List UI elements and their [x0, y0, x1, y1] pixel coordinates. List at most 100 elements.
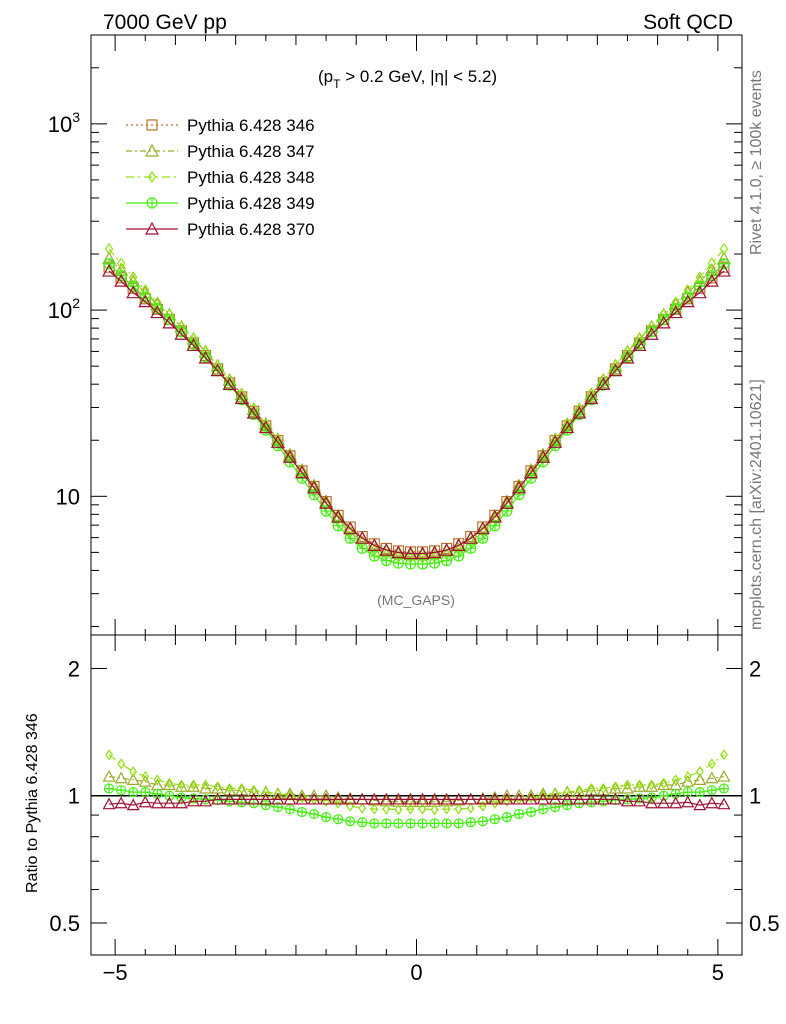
data-point — [141, 788, 150, 797]
legend-label: Pythia 6.428 370 — [187, 220, 315, 239]
series-line — [109, 267, 724, 552]
data-point — [514, 490, 524, 500]
data-point — [405, 559, 415, 569]
data-point — [104, 771, 115, 781]
legend-entry: Pythia 6.428 347 — [126, 142, 315, 161]
data-point — [454, 819, 463, 828]
chart-figure: 7000 GeV pp Soft QCD Rivet 4.1.0, ≥ 100k… — [0, 0, 786, 1024]
data-point — [297, 473, 307, 483]
data-point — [334, 815, 343, 824]
ratio-y-tick-label: 0.5 — [49, 911, 80, 936]
series-line — [109, 271, 724, 553]
data-point — [285, 805, 294, 814]
data-point — [707, 786, 716, 795]
data-point — [118, 759, 124, 768]
data-point — [357, 543, 367, 553]
ratio-y-axis-label: Ratio to Pythia 6.428 346 — [24, 713, 41, 893]
data-point — [369, 551, 379, 561]
data-point — [478, 817, 487, 826]
x-tick-labels: −5 0 5 — [103, 960, 724, 985]
legend-label: Pythia 6.428 347 — [187, 142, 315, 161]
data-point — [188, 339, 198, 349]
legend-label: Pythia 6.428 348 — [187, 168, 315, 187]
data-point — [430, 558, 440, 568]
y-tick-label: 10 — [56, 484, 80, 509]
y-tick-label: 102 — [48, 295, 80, 323]
data-point — [562, 425, 572, 435]
data-point — [261, 425, 271, 435]
data-point — [721, 750, 727, 759]
data-point — [514, 810, 523, 819]
data-point — [105, 784, 114, 793]
data-point — [430, 819, 439, 828]
data-point — [527, 808, 536, 817]
data-point — [381, 556, 391, 566]
series-line — [109, 264, 724, 564]
data-point — [563, 801, 572, 810]
data-point — [310, 810, 319, 819]
legend-entry: Pythia 6.428 346 — [126, 116, 315, 135]
data-point — [418, 819, 427, 828]
data-point — [393, 558, 403, 568]
side-label-mcplots: mcplots.cern.ch [arXiv:2401.10621] — [748, 379, 765, 630]
data-point — [406, 819, 415, 828]
data-point — [394, 819, 403, 828]
ratio-y-tick-label-right: 0.5 — [749, 911, 780, 936]
data-point — [309, 490, 319, 500]
data-point — [358, 818, 367, 827]
data-point — [442, 819, 451, 828]
series-pythia-6-428-370 — [103, 265, 730, 558]
ratio-y-tick-label: 2 — [68, 656, 80, 681]
legend-entry: Pythia 6.428 348 — [126, 168, 315, 187]
series-line — [109, 259, 724, 555]
ratio-y-tick-label: 1 — [68, 784, 80, 809]
side-label-rivet: Rivet 4.1.0, ≥ 100k events — [748, 70, 765, 255]
x-tick-label: 5 — [712, 960, 724, 985]
ratio-series-pythia-6-428-348 — [106, 750, 727, 814]
data-point — [478, 533, 488, 543]
data-point — [719, 784, 728, 793]
ratio-series-group — [91, 750, 742, 828]
legend-label: Pythia 6.428 349 — [187, 194, 315, 213]
data-point — [683, 788, 692, 797]
data-point — [370, 819, 379, 828]
data-point — [695, 788, 704, 797]
data-point — [147, 198, 157, 208]
data-point — [466, 543, 476, 553]
data-point — [502, 813, 511, 822]
y-tick-label: 103 — [48, 109, 80, 137]
data-point — [261, 801, 270, 810]
data-point — [322, 813, 331, 822]
analysis-label: (MC_GAPS) — [377, 592, 455, 608]
series-pythia-6-428-348 — [106, 244, 728, 563]
data-point — [117, 786, 126, 795]
data-point — [635, 339, 645, 349]
main-series-group — [103, 244, 730, 569]
data-point — [382, 819, 391, 828]
series-pythia-6-428-349 — [104, 259, 729, 569]
series-pythia-6-428-346 — [104, 262, 729, 557]
legend: Pythia 6.428 346 Pythia 6.428 347 Pythia 6… — [126, 116, 315, 239]
data-point — [454, 551, 464, 561]
data-point — [539, 805, 548, 814]
data-point — [718, 771, 729, 781]
data-point — [418, 559, 428, 569]
legend-label: Pythia 6.428 346 — [187, 116, 315, 135]
header-left: 7000 GeV pp — [103, 11, 227, 34]
data-point — [129, 788, 138, 797]
data-point — [442, 556, 452, 566]
series-line — [109, 249, 724, 558]
x-tick-label: −5 — [103, 960, 128, 985]
data-point — [466, 818, 475, 827]
data-point — [490, 815, 499, 824]
data-point — [346, 817, 355, 826]
ratio-y-tick-label-right: 2 — [749, 656, 761, 681]
data-point — [345, 533, 355, 543]
legend-entry: Pythia 6.428 349 — [126, 194, 315, 213]
data-point — [106, 750, 112, 759]
data-point — [297, 808, 306, 817]
data-point — [526, 473, 536, 483]
ratio-y-tick-label-right: 1 — [749, 784, 761, 809]
cut-annotation: (pT > 0.2 GeV, |η| < 5.2) — [318, 67, 497, 91]
data-point — [116, 773, 127, 783]
